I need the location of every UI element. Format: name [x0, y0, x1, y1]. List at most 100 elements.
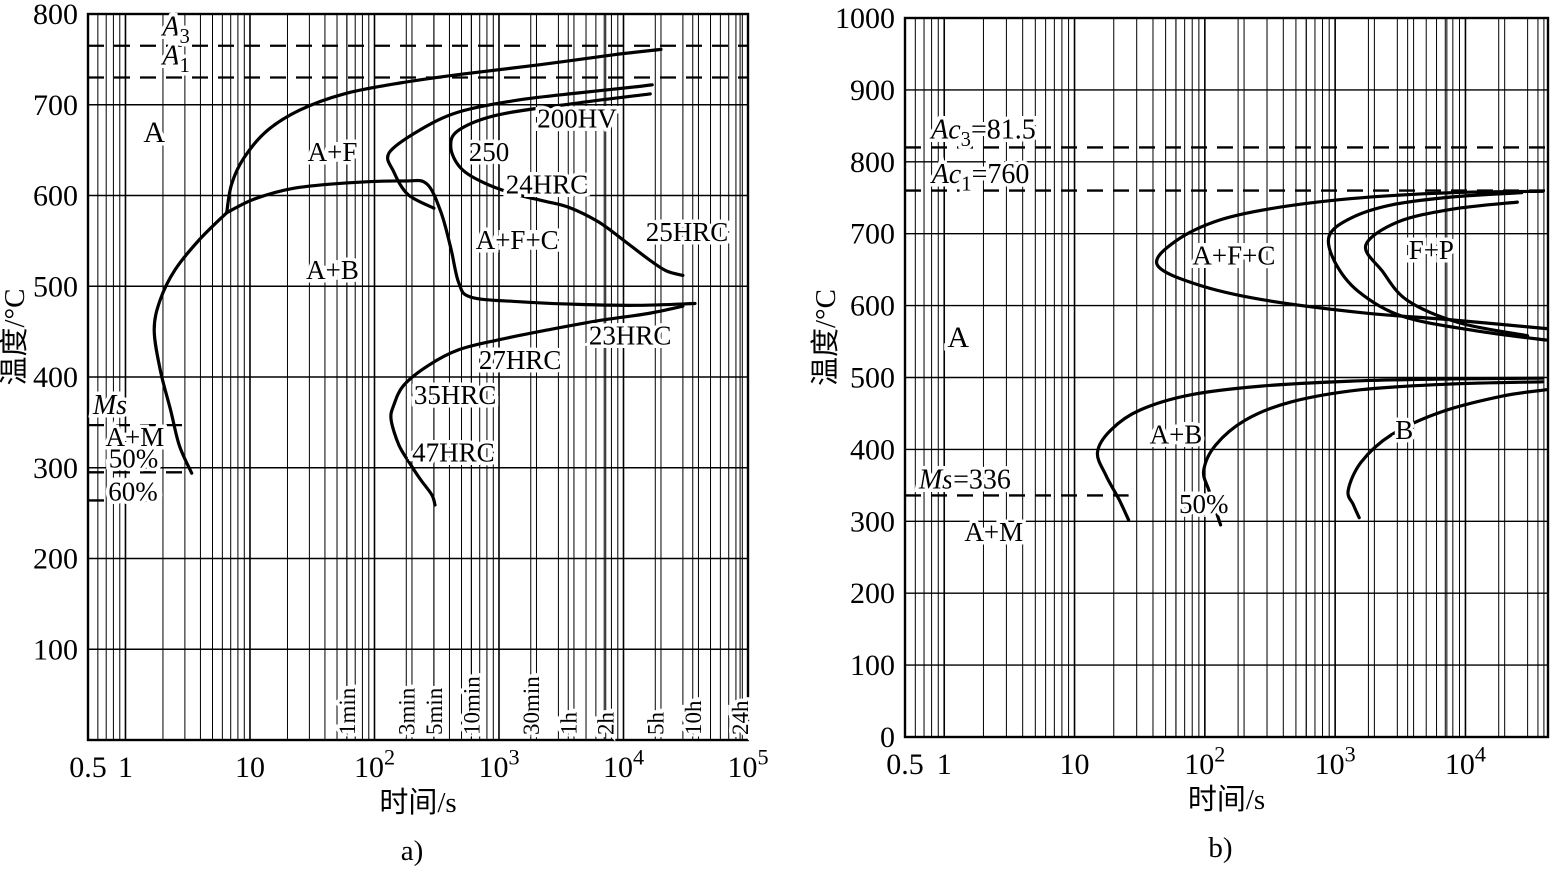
gridlines-b [905, 18, 1548, 737]
region-label-A: A [947, 321, 969, 354]
time-marker-10h: 10h [681, 700, 706, 735]
region-label-A-M: A+M [964, 517, 1023, 547]
region-label-A-B: A+B [306, 255, 359, 285]
time-marker-5h: 5h [643, 712, 668, 736]
curve-bainite-50pct [1201, 380, 1545, 527]
x-tick-labels-a: 0.5 1 10 102 103 104 105 [69, 744, 768, 784]
x-tick-0.5: 0.5 [886, 748, 924, 781]
y-tick-1000: 1000 [835, 2, 895, 35]
time-marker-10min: 10min [459, 676, 484, 735]
y-tick-700: 700 [850, 217, 895, 250]
y-tick-700: 700 [33, 88, 78, 121]
caption-a: a) [401, 835, 424, 867]
curve-ferrite-pearlite-outer [1326, 191, 1548, 342]
x-axis-title-a: 时间/s [379, 786, 456, 819]
curve-ferrite-pearlite-inner [1363, 200, 1530, 338]
region-label-50-: 50% [1179, 489, 1229, 519]
region-label-A: A [143, 115, 165, 148]
time-marker-30min: 30min [519, 676, 544, 735]
time-marker-24h: 24h [728, 700, 753, 735]
curve-hardness-250-contour [449, 92, 685, 277]
curve-bainite-finish [1346, 388, 1548, 520]
region-label-60-: 60% [108, 476, 158, 506]
region-label-24HRC: 24HRC [506, 170, 589, 200]
dashed-line-label-Ms: Ms [92, 390, 127, 421]
y-tick-500: 500 [33, 270, 78, 303]
x-tick-103: 103 [1315, 741, 1356, 781]
region-label-A-M: A+M [106, 422, 165, 452]
y-tick-0: 0 [880, 721, 895, 754]
plot-border-b [903, 16, 1550, 739]
y-tick-200: 200 [850, 577, 895, 610]
y-tick-100: 100 [33, 633, 78, 666]
y-tick-labels-a: 100 200 300 400 500 600 700 800 [33, 0, 78, 666]
x-tick-105: 105 [727, 744, 768, 784]
y-tick-200: 200 [33, 542, 78, 575]
y-axis-title-a: 温度/°C [0, 289, 31, 386]
x-tick-104: 104 [1445, 741, 1486, 781]
y-tick-800: 800 [850, 145, 895, 178]
y-tick-300: 300 [33, 451, 78, 484]
time-marker-labels-a: 1min 3min 5min 10min 30min 1h 2h 5h 10h 24h [331, 672, 756, 738]
region-label-A-F: A+F [308, 137, 358, 167]
region-label-27HRC: 27HRC [479, 345, 562, 375]
curve-ferrite-start [225, 47, 663, 215]
time-marker-1h: 1h [556, 712, 581, 736]
x-tick-0.5: 0.5 [69, 751, 107, 784]
y-tick-500: 500 [850, 361, 895, 394]
gridlines-a [88, 14, 748, 740]
curves-a [152, 47, 697, 507]
region-label-A-F-C: A+F+C [476, 225, 559, 255]
dashed-line-label-Ac1: Ac1=760 [930, 159, 1030, 195]
region-label-B: B [1395, 415, 1413, 445]
region-label-25HRC: 25HRC [646, 217, 729, 247]
x-tick-labels-b: 0.5 1 10 102 103 104 [886, 741, 1486, 781]
region-label-200HV: 200HV [537, 103, 617, 133]
x-tick-10: 10 [1060, 748, 1090, 781]
y-tick-labels-b: 0 100 200 300 400 500 600 700 800 900 1000 [835, 2, 895, 754]
curve-bainite-top-and-bay-bottom [225, 178, 697, 307]
x-tick-103: 103 [478, 744, 519, 784]
curve-austenite-ferrite-carbide [1154, 189, 1548, 331]
region-label-250: 250 [469, 137, 510, 167]
dashed-line-label-Ms: Ms=336 [918, 465, 1011, 496]
ttt-chart-b: Ac3=81.5 Ac1=760 Ms=336 A A+F+C F+P A+B B 50% A+M… [809, 2, 1550, 864]
y-tick-600: 600 [850, 289, 895, 322]
curve-transformation-start [152, 211, 229, 475]
x-tick-102: 102 [1184, 741, 1225, 781]
curve-pearlite-start-upper [385, 83, 654, 210]
region-label-47HRC: 47HRC [412, 437, 495, 467]
y-tick-300: 300 [850, 505, 895, 538]
region-labels-b: A A+F+C F+P A+B B 50% A+M [944, 232, 1458, 551]
y-axis-title-b: 温度/°C [809, 289, 842, 386]
time-marker-1min: 1min [335, 687, 360, 735]
dashed-line-label-M50: 50% [108, 443, 159, 474]
x-tick-1: 1 [118, 751, 133, 784]
x-tick-104: 104 [603, 744, 644, 784]
y-tick-100: 100 [850, 649, 895, 682]
plot-border-a [86, 12, 750, 742]
x-axis-title-b: 时间/s [1188, 783, 1265, 816]
time-marker-5min: 5min [422, 687, 447, 735]
critical-lines-b: Ac3=81.5 Ac1=760 Ms=336 [905, 111, 1548, 499]
curves-b [1095, 189, 1548, 527]
x-tick-10: 10 [235, 751, 265, 784]
caption-b: b) [1208, 832, 1232, 864]
region-label-23HRC: 23HRC [589, 320, 672, 350]
region-label-A-B: A+B [1150, 419, 1203, 449]
time-marker-2h: 2h [594, 712, 619, 736]
y-tick-800: 800 [33, 0, 78, 31]
time-marker-3min: 3min [394, 687, 419, 735]
x-tick-1: 1 [937, 748, 952, 781]
x-tick-102: 102 [354, 744, 395, 784]
curve-bainite-start [1095, 376, 1545, 522]
curve-bainite-c-curve [389, 304, 685, 507]
y-tick-400: 400 [33, 361, 78, 394]
region-label-50-: 50% [109, 444, 159, 474]
y-tick-400: 400 [850, 433, 895, 466]
y-tick-900: 900 [850, 73, 895, 106]
